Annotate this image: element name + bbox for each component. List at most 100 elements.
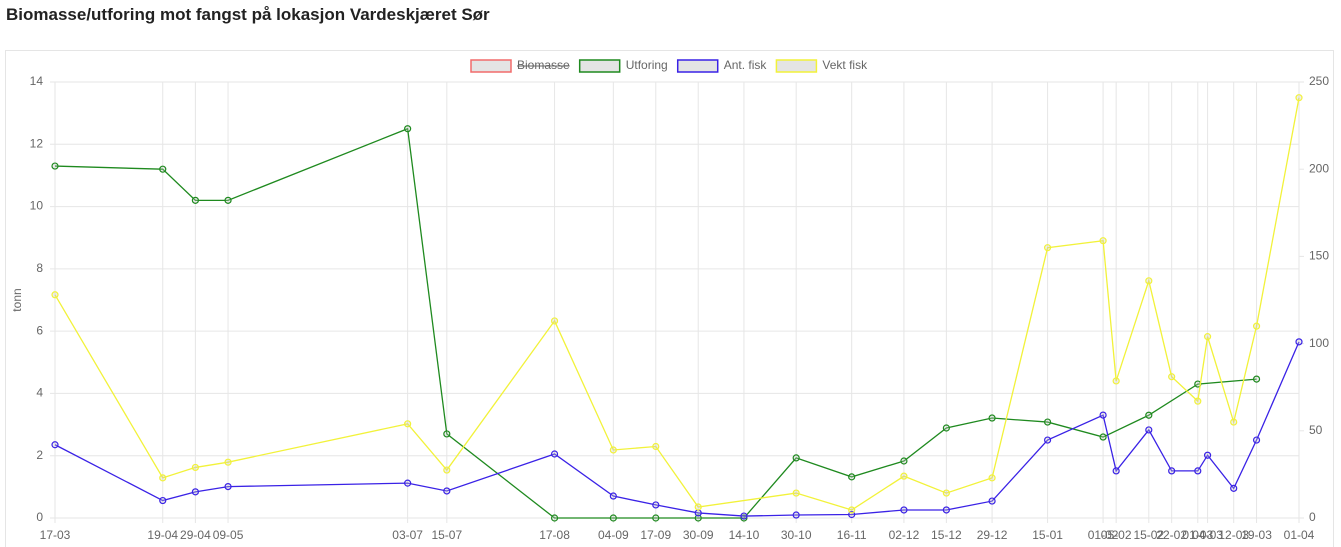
data-point (1252, 436, 1261, 444)
data-point (988, 497, 996, 505)
x-tick-label: 19-03 (1241, 528, 1272, 542)
data-point (988, 414, 996, 422)
x-tick-label: 04-09 (598, 528, 629, 542)
x-tick-label: 02-12 (889, 528, 920, 542)
data-point (1252, 322, 1261, 330)
data-point (1168, 467, 1176, 475)
data-point (652, 442, 660, 451)
data-point (694, 509, 702, 517)
data-point (900, 472, 908, 480)
y-axis-label: tonn (10, 288, 24, 311)
data-point (792, 454, 800, 462)
page-title: Biomasse/utforing mot fangst på lokasjon… (6, 5, 490, 24)
x-tick-label: 15-07 (431, 528, 462, 542)
legend-item[interactable]: Vekt fisk (775, 58, 868, 73)
data-point (51, 162, 59, 170)
data-point (1099, 237, 1107, 245)
data-point (792, 511, 800, 519)
legend: Biomasse Utforing Ant. fisk Vekt fisk (470, 58, 868, 73)
x-tick-label: 30-09 (683, 528, 714, 542)
series-line (54, 127, 1257, 519)
x-tick-label: 01-04 (1284, 528, 1315, 542)
y2-tick-label: 200 (1309, 161, 1329, 175)
x-tick-label: 29-12 (977, 528, 1008, 542)
y2-tick-label: 50 (1309, 423, 1323, 437)
legend-swatch (470, 59, 512, 73)
y-tick-label: 12 (30, 136, 44, 150)
data-point (1145, 411, 1153, 419)
legend-label: Vekt fisk (822, 58, 868, 72)
data-point (159, 496, 167, 505)
data-point (404, 125, 412, 133)
legend-swatch (676, 59, 719, 73)
data-point (443, 466, 451, 474)
x-tick-label: 15-12 (931, 528, 962, 542)
y-tick-label: 0 (36, 510, 43, 524)
data-point (942, 489, 950, 497)
data-point (550, 317, 559, 325)
legend-item[interactable]: Ant. fisk (676, 58, 768, 73)
x-tick-label: 29-04 (180, 528, 211, 542)
data-point (443, 487, 451, 495)
data-point (224, 483, 232, 491)
x-tick-label: 04-03 (1192, 528, 1223, 542)
data-point (652, 501, 660, 509)
x-tick-label: 22-02 (1156, 528, 1187, 542)
legend-label: Ant. fisk (724, 58, 768, 72)
y-tick-label: 8 (36, 261, 43, 275)
data-point (1168, 373, 1176, 381)
x-tick-label: 03-07 (392, 528, 423, 542)
x-tick-label: 16-11 (837, 528, 867, 542)
x-tick-label: 05-02 (1101, 528, 1132, 542)
data-point (1295, 94, 1303, 102)
y-tick-label: 4 (36, 386, 43, 400)
data-point (191, 463, 199, 472)
data-point (1145, 277, 1153, 285)
x-tick-label: 17-03 (40, 528, 71, 542)
data-point (942, 424, 950, 432)
data-point (191, 488, 199, 496)
data-point (159, 165, 167, 173)
series-line (54, 341, 1300, 517)
data-point (1145, 426, 1153, 434)
x-tick-label: 12-03 (1218, 528, 1249, 542)
data-point (694, 503, 702, 511)
x-tick-label: 15-01 (1032, 528, 1063, 542)
legend-swatch (775, 59, 818, 73)
y2-tick-label: 0 (1309, 510, 1316, 524)
data-point (988, 474, 996, 482)
chart-frame (5, 50, 1334, 547)
x-tick-label: 30-10 (781, 528, 812, 542)
y2-tick-label: 100 (1309, 336, 1329, 350)
data-point (550, 450, 559, 458)
legend-item[interactable]: Biomasse (470, 58, 570, 73)
data-point (1043, 418, 1052, 426)
data-point (1043, 436, 1052, 444)
y-tick-label: 6 (36, 323, 43, 337)
legend-swatch (578, 59, 621, 73)
data-point (848, 506, 856, 514)
data-point (609, 514, 617, 522)
data-point (900, 506, 908, 514)
x-tick-label: 17-08 (539, 528, 570, 542)
data-point (1252, 375, 1261, 383)
data-point (1043, 244, 1052, 252)
data-point (1194, 397, 1202, 405)
y2-tick-label: 150 (1309, 249, 1329, 263)
data-point (740, 512, 748, 520)
data-point (1099, 433, 1107, 441)
legend-item[interactable]: Utforing (578, 58, 668, 73)
data-point (1230, 484, 1238, 492)
data-point (900, 457, 908, 465)
data-point (942, 506, 950, 514)
x-tick-label: 17-09 (640, 528, 671, 542)
data-point (159, 474, 167, 482)
legend-label: Biomasse (517, 58, 570, 72)
data-point (1203, 451, 1212, 459)
data-point (1112, 467, 1120, 475)
data-point (848, 473, 856, 481)
data-point (51, 441, 59, 449)
legend-label: Utforing (626, 58, 668, 72)
data-point (1194, 467, 1202, 475)
